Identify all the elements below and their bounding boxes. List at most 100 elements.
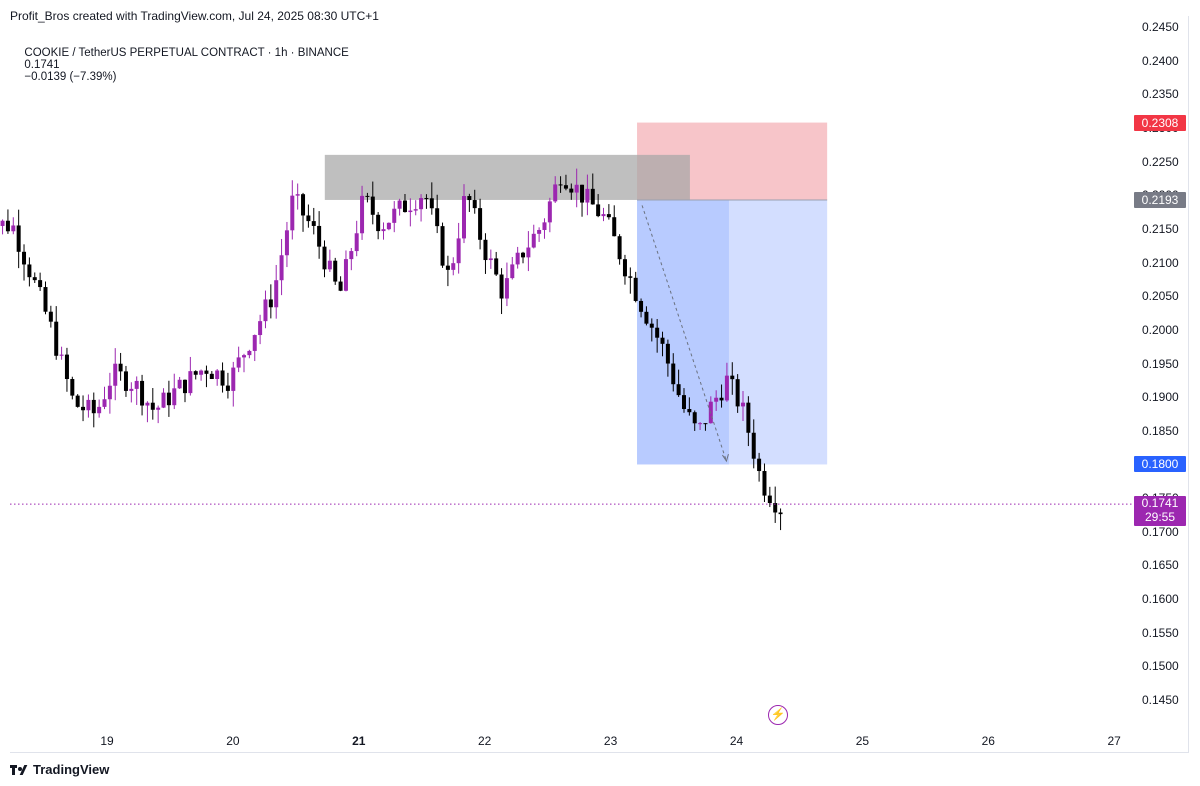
candle-body bbox=[451, 263, 456, 270]
stop-loss-tag[interactable]: 0.2308 bbox=[1134, 114, 1186, 131]
price-axis[interactable]: 0.24500.24000.23500.23000.22500.22000.21… bbox=[1132, 0, 1200, 752]
candle-body bbox=[413, 209, 418, 211]
candle-body bbox=[424, 198, 429, 200]
candle-body bbox=[22, 251, 27, 265]
last-price-text: 0.1741 bbox=[24, 59, 60, 71]
candle-body bbox=[537, 229, 542, 234]
candle-body bbox=[333, 260, 338, 282]
candle-body bbox=[349, 251, 354, 260]
candle-body bbox=[268, 299, 273, 308]
chart-credit: Profit_Bros created with TradingView.com… bbox=[10, 9, 379, 23]
candle-body bbox=[467, 196, 472, 201]
price-tick-label: 0.1950 bbox=[1142, 356, 1179, 371]
candle-body bbox=[118, 363, 123, 372]
tradingview-mark-icon bbox=[10, 764, 28, 776]
candle-body bbox=[515, 252, 520, 265]
last-price-tag[interactable]: 0.1741 29:55 bbox=[1134, 496, 1186, 527]
candle-body bbox=[644, 311, 649, 324]
candle-body bbox=[478, 208, 483, 240]
candle-body bbox=[161, 392, 166, 408]
candle-body bbox=[504, 278, 509, 299]
bar-countdown: 29:55 bbox=[1144, 510, 1176, 525]
price-tick-label: 0.2450 bbox=[1142, 20, 1179, 34]
price-tick-label: 0.1900 bbox=[1142, 390, 1179, 405]
price-tick-label: 0.1550 bbox=[1142, 625, 1179, 640]
take-profit-tag[interactable]: 0.1800 bbox=[1134, 456, 1186, 473]
position-zones bbox=[324, 122, 828, 465]
candle-body bbox=[140, 380, 145, 406]
candle-body bbox=[145, 402, 150, 406]
symbol-name[interactable]: COOKIE / TetherUS PERPETUAL CONTRACT · 1… bbox=[24, 47, 349, 59]
candle-body bbox=[580, 184, 585, 203]
candle-body bbox=[553, 184, 558, 202]
candle-body bbox=[182, 379, 187, 394]
candle-body bbox=[665, 343, 670, 364]
candle-body bbox=[703, 423, 708, 425]
candle-body bbox=[435, 208, 440, 227]
time-tick-label: 21 bbox=[352, 734, 366, 748]
candle-body bbox=[692, 412, 697, 424]
candle-body bbox=[494, 258, 499, 275]
candle-body bbox=[483, 239, 488, 261]
candle-body bbox=[585, 188, 590, 203]
candle-body bbox=[279, 255, 284, 281]
candle-body bbox=[32, 277, 37, 281]
candle-body bbox=[247, 350, 252, 356]
entry-price-tag[interactable]: 0.2193 bbox=[1134, 191, 1186, 208]
time-tick-label: 22 bbox=[478, 734, 492, 748]
candle-body bbox=[343, 259, 348, 291]
lightning-icon[interactable]: ⚡ bbox=[768, 705, 788, 725]
candle-body bbox=[521, 252, 526, 258]
candle-body bbox=[129, 388, 134, 391]
candle-body bbox=[746, 402, 751, 433]
candle-body bbox=[236, 357, 241, 368]
candle-body bbox=[204, 370, 209, 374]
candle-body bbox=[456, 238, 461, 264]
candle-body bbox=[252, 335, 257, 351]
candle-body bbox=[370, 196, 375, 215]
price-tick-label: 0.1500 bbox=[1142, 659, 1179, 674]
price-tick-label: 0.2000 bbox=[1142, 322, 1179, 337]
price-tick-label: 0.2350 bbox=[1142, 87, 1179, 102]
price-tick-label: 0.1600 bbox=[1142, 592, 1179, 607]
candle-body bbox=[730, 375, 735, 380]
candle-body bbox=[365, 195, 370, 197]
candle-body bbox=[263, 299, 268, 322]
candle-body bbox=[322, 246, 327, 270]
candle-body bbox=[676, 384, 681, 396]
candle-body bbox=[408, 210, 413, 213]
candle-body bbox=[75, 395, 80, 407]
time-tick-label: 20 bbox=[226, 734, 240, 748]
price-tick-label: 0.2250 bbox=[1142, 154, 1179, 169]
candle-body bbox=[386, 222, 391, 230]
candle-body bbox=[43, 287, 48, 312]
candle-body bbox=[397, 200, 402, 209]
candle-body bbox=[327, 260, 332, 270]
price-change-text: −0.0139 (−7.39%) bbox=[24, 71, 117, 83]
candle-body bbox=[107, 385, 112, 400]
candle-body bbox=[510, 264, 515, 279]
candle-body bbox=[773, 503, 778, 513]
candle-body bbox=[392, 208, 397, 223]
candle-body bbox=[681, 395, 686, 410]
tradingview-logo[interactable]: TradingView bbox=[10, 762, 109, 777]
candle-body bbox=[225, 385, 230, 391]
time-tick-label: 24 bbox=[729, 734, 744, 748]
candle-body bbox=[671, 363, 676, 385]
candle-body bbox=[54, 321, 59, 356]
price-tick-label: 0.1700 bbox=[1142, 524, 1179, 539]
candle-body bbox=[724, 375, 729, 401]
candle-body bbox=[5, 220, 10, 232]
candle-body bbox=[488, 258, 493, 261]
candle-body bbox=[778, 512, 783, 515]
candle-body bbox=[156, 407, 161, 410]
candle-body bbox=[472, 200, 477, 209]
price-tick-label: 0.1850 bbox=[1142, 423, 1179, 438]
candle-body bbox=[209, 373, 214, 380]
candle-body bbox=[317, 225, 322, 247]
candle-body bbox=[639, 300, 644, 312]
candle-body bbox=[38, 280, 43, 288]
candle-body bbox=[258, 321, 263, 336]
candle-body bbox=[445, 265, 450, 270]
